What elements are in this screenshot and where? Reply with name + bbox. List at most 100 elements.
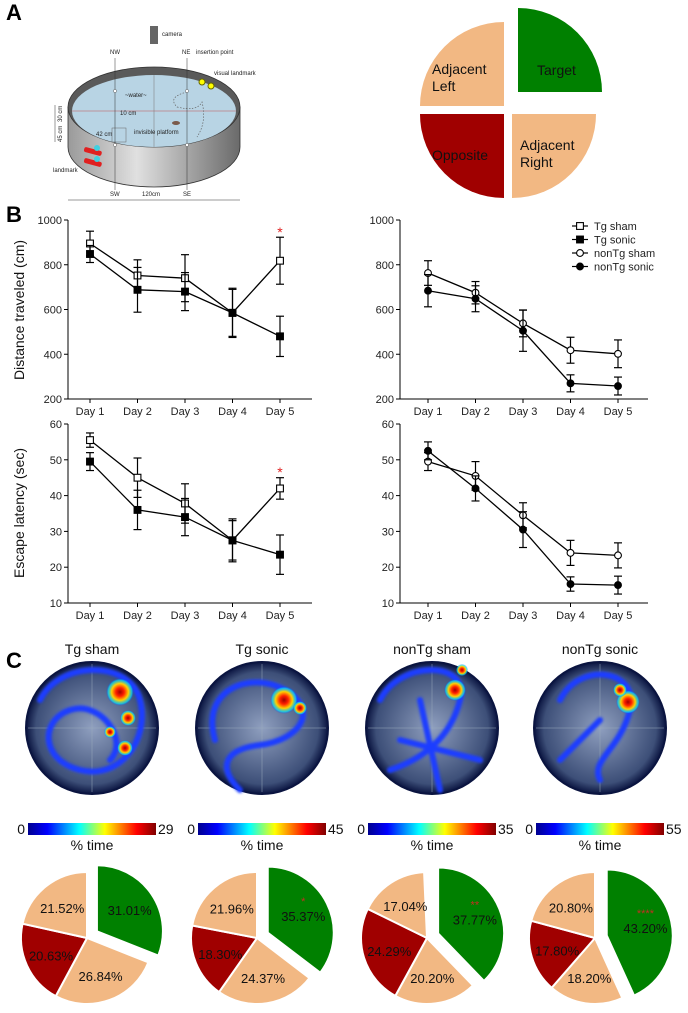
colorbar-label: % time	[241, 837, 284, 853]
x-tick-label: Day 3	[171, 406, 200, 418]
data-point	[566, 379, 575, 388]
data-point	[614, 551, 622, 560]
opposite-label: Opposite	[432, 147, 488, 163]
pie-slice-adjacent-right	[217, 936, 311, 1005]
x-tick-label: Day 1	[414, 610, 443, 622]
line-chart-4: 10 20 30 40 50 60 Day 1 Day 2 Day 3 Day 4 Day 5	[382, 419, 648, 622]
sw-label: SW	[110, 192, 120, 198]
y-tick-label: 60	[50, 419, 62, 431]
height-bottom-label: 45 cm	[58, 126, 64, 142]
x-tick-label: Day 2	[461, 610, 490, 622]
hotspot	[106, 678, 134, 706]
data-point	[133, 505, 142, 514]
pie-slice-label: 18.20%	[567, 971, 612, 986]
heatmap	[365, 661, 499, 795]
y-tick-label: 200	[44, 394, 62, 406]
colorbar-label: % time	[579, 837, 622, 853]
pie-chart: 35.37%* 24.37% 18.30% 21.96%	[190, 865, 335, 1005]
hotspot	[613, 683, 627, 697]
x-tick-label: Day 5	[266, 610, 295, 622]
panel-c: Tg sham 0 29 % time 31.01% 26.84% 20.63% 21.52%…	[17, 641, 682, 1005]
legend-marker	[576, 249, 584, 257]
nw-label: NW	[110, 50, 120, 56]
y-tick-label: 200	[376, 394, 394, 406]
colorbar-max: 45	[328, 821, 344, 837]
data-point	[86, 250, 94, 258]
x-tick-label: Day 1	[76, 610, 105, 622]
group-title: Tg sonic	[236, 641, 289, 657]
y-tick-label: 20	[50, 562, 62, 574]
hotspot	[120, 710, 136, 726]
data-point	[566, 346, 575, 355]
target-label: Target	[537, 62, 576, 78]
data-point	[133, 285, 142, 294]
ten-cm-label: 10 cm	[120, 111, 136, 117]
swim-trail	[37, 667, 145, 775]
pie-slice-adjacent-left	[530, 870, 596, 940]
y-tick-label: 50	[50, 455, 62, 467]
hotspot	[293, 701, 307, 715]
pie-slice-adjacent-left	[191, 870, 258, 940]
data-point	[614, 382, 622, 390]
data-point	[566, 580, 575, 588]
group-title: Tg sham	[65, 641, 119, 657]
line-chart-2: 200 400 600 800 1000 Day 1 Day 2 Day 3 Day 4 Day …	[370, 215, 656, 418]
legend-marker	[576, 235, 584, 244]
hotspot	[104, 726, 116, 738]
data-point	[276, 550, 284, 559]
latency-y-axis-label: Escape latency (sec)	[11, 448, 27, 578]
data-point	[181, 287, 189, 296]
x-tick-label: Day 3	[509, 406, 538, 418]
water-label: ~water~	[125, 93, 147, 99]
camera-icon	[150, 26, 158, 44]
data-point	[519, 525, 527, 534]
legend-label: nonTg sonic	[594, 262, 654, 274]
series-tg-sonic	[86, 244, 284, 358]
colorbar-max: 55	[666, 821, 682, 837]
y-tick-label: 400	[376, 349, 394, 361]
data-point	[519, 326, 527, 335]
quadrant-opposite	[420, 114, 504, 198]
significance-asterisk: *	[301, 896, 306, 908]
data-point	[614, 349, 622, 358]
pie-slice-target	[266, 865, 335, 975]
pie-slice-target	[605, 868, 674, 997]
group-nontg-sonic: nonTg sonic 0 55 % time 43.20%**** 18.20% 17.8…	[525, 641, 682, 1005]
data-point	[276, 484, 284, 493]
y-tick-label: 50	[382, 455, 394, 467]
data-point	[228, 308, 237, 317]
colorbar-min: 0	[187, 821, 195, 837]
pie-slice-label: 18.30%	[198, 947, 243, 962]
adjacent-left-label: Adjacent Left	[432, 61, 487, 94]
x-tick-label: Day 2	[123, 610, 152, 622]
x-tick-label: Day 1	[414, 406, 443, 418]
quadrant-adjacent-left	[420, 22, 504, 106]
x-tick-label: Day 5	[604, 406, 633, 418]
data-point	[424, 446, 432, 455]
adjacent-right-label: Adjacent Right	[520, 137, 575, 170]
pie-slice-label: 21.96%	[210, 901, 255, 916]
significance-asterisk: *	[277, 224, 283, 240]
visual-landmark-label: visual landmark	[214, 71, 257, 77]
series-nontg-sham	[424, 452, 622, 569]
group-tg-sham: Tg sham 0 29 % time 31.01% 26.84% 20.63% 21.52%	[17, 641, 174, 1005]
data-point	[471, 294, 480, 303]
group-title: nonTg sham	[393, 641, 471, 657]
colorbar	[536, 823, 664, 835]
y-tick-label: 1000	[370, 215, 394, 227]
y-tick-label: 30	[50, 526, 62, 538]
pie-slice-adjacent-left	[21, 870, 88, 940]
y-tick-label: 20	[382, 562, 394, 574]
panel-label-c: C	[6, 648, 22, 673]
y-tick-label: 400	[44, 349, 62, 361]
legend-label: Tg sham	[594, 221, 637, 233]
pie-slice-label: 21.52%	[40, 901, 85, 916]
y-tick-label: 30	[382, 526, 394, 538]
pie-slice-label: 26.84%	[79, 969, 124, 984]
heatmap	[195, 661, 329, 795]
se-label: SE	[183, 192, 191, 198]
legend-marker	[576, 262, 584, 271]
x-tick-label: Day 4	[556, 610, 585, 622]
significance-asterisk: ****	[637, 908, 655, 920]
pie-slice-label: 17.80%	[535, 944, 580, 959]
